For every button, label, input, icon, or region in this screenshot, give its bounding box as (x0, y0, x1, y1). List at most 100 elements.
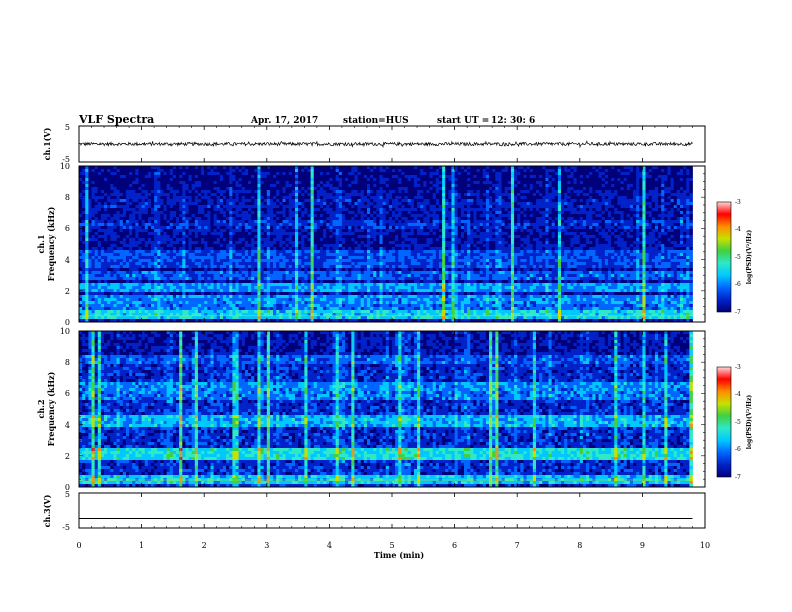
spectrogram-cell (320, 172, 324, 176)
spectrogram-cell (291, 241, 296, 245)
spectrogram-cell (232, 166, 236, 170)
spectrogram-cell (323, 187, 327, 191)
spectrogram-cell (542, 208, 546, 212)
spectrogram-cell (291, 214, 296, 218)
spectrogram-cell (589, 214, 593, 218)
spectrogram-cell (88, 238, 92, 242)
spectrogram-cell (91, 199, 96, 203)
spectrogram-cell (125, 184, 130, 188)
spectrogram-cell (107, 223, 111, 227)
spectrogram-cell (429, 214, 434, 218)
spectrogram-cell (238, 217, 243, 221)
spectrogram-cell (501, 205, 506, 209)
spectrogram-cell (507, 208, 512, 212)
spectrogram-cell (219, 235, 224, 239)
spectrogram-cell (172, 229, 177, 233)
spectrogram-cell (222, 187, 227, 191)
spectrogram-cell (689, 226, 693, 230)
spectrogram-cell (94, 235, 99, 239)
spectrogram-cell (507, 211, 512, 215)
spectrogram-cell (348, 205, 352, 209)
spectrogram-cell (201, 208, 205, 212)
spectrogram-cell (520, 175, 524, 179)
spectrogram-cell (304, 223, 308, 227)
spectrogram-cell (604, 172, 609, 176)
spectrogram-cell (539, 235, 543, 239)
spectrogram-cell (85, 184, 89, 188)
spectrogram-cell (564, 220, 568, 224)
spectrogram-cell (107, 202, 111, 206)
spectrogram-cell (172, 241, 177, 245)
spectrogram-cell (110, 226, 114, 230)
spectrogram-cell (514, 175, 518, 179)
spectrogram-cell (82, 214, 86, 218)
spectrogram-cell (410, 190, 415, 194)
spectrogram-cell (689, 235, 693, 239)
spectrogram-cell (194, 238, 199, 242)
spectrogram-cell (595, 196, 599, 200)
spectrogram-cell (426, 181, 430, 185)
spectrogram-cell (197, 220, 202, 224)
spectrogram-cell (260, 229, 265, 233)
spectrogram-cell (191, 226, 196, 230)
spectrogram-cell (407, 214, 412, 218)
spectrogram-cell (351, 220, 355, 224)
spectrogram-cell (654, 193, 659, 197)
spectrogram-cell (514, 187, 518, 191)
spectrogram-cell (485, 178, 490, 182)
spectrogram-cell (567, 178, 571, 182)
spectrogram-cell (573, 232, 578, 236)
spectrogram-cell (495, 211, 499, 215)
spectrogram-cell (341, 169, 346, 173)
spectrogram-cell (179, 217, 183, 221)
spectrogram-cell (676, 175, 681, 179)
spectrogram-cell (686, 220, 690, 224)
spectrogram-cell (392, 232, 396, 236)
spectrogram-cell (636, 166, 640, 170)
spectrogram-cell (320, 193, 324, 197)
spectrogram-cell (467, 175, 471, 179)
spectrogram-cell (248, 220, 252, 224)
spectrogram-cell (423, 229, 427, 233)
spectrogram-cell (210, 226, 214, 230)
spectrogram-cell (542, 217, 546, 221)
spectrogram-cell (320, 238, 324, 242)
spectrogram-cell (351, 232, 355, 236)
spectrogram-cell (479, 175, 484, 179)
spectrogram-cell (373, 181, 377, 185)
spectrogram-cell (345, 202, 349, 206)
spectrogram-cell (248, 166, 252, 170)
spectrogram-cell (285, 205, 290, 209)
spectrogram-cell (529, 169, 534, 173)
spectrogram-cell (423, 226, 427, 230)
spectrogram-cell (194, 184, 199, 188)
spectrogram-cell (91, 205, 96, 209)
spectrogram-cell (110, 217, 114, 221)
spectrogram-cell (185, 172, 189, 176)
spectrogram-cell (570, 181, 574, 185)
spectrogram-cell (88, 187, 92, 191)
spectrogram-cell (188, 232, 193, 236)
spectrogram-cell (520, 211, 524, 215)
spectrogram-cell (623, 226, 628, 230)
spectrogram-cell (382, 202, 387, 206)
spectrogram-cell (110, 229, 114, 233)
spectrogram-cell (507, 196, 512, 200)
spectrogram-cell (204, 187, 208, 191)
spectrogram-cell (551, 205, 556, 209)
spectrogram-cell (160, 169, 164, 173)
spectrogram-cell (298, 190, 302, 194)
spectrogram-cell (454, 232, 459, 236)
spectrogram-cell (194, 232, 199, 236)
spectrogram-cell (166, 169, 171, 173)
spectrogram-cell (316, 220, 321, 224)
spectrogram-cell (301, 178, 305, 182)
spectrogram-cell (598, 232, 603, 236)
spectrogram-cell (432, 217, 437, 221)
spectrogram-cell (420, 208, 424, 212)
spectrogram-cell (570, 199, 574, 203)
spectrogram-cell (104, 190, 108, 194)
spectrogram-cell (379, 184, 384, 188)
spectrogram-cell (626, 166, 631, 170)
spectrogram-cell (489, 187, 493, 191)
